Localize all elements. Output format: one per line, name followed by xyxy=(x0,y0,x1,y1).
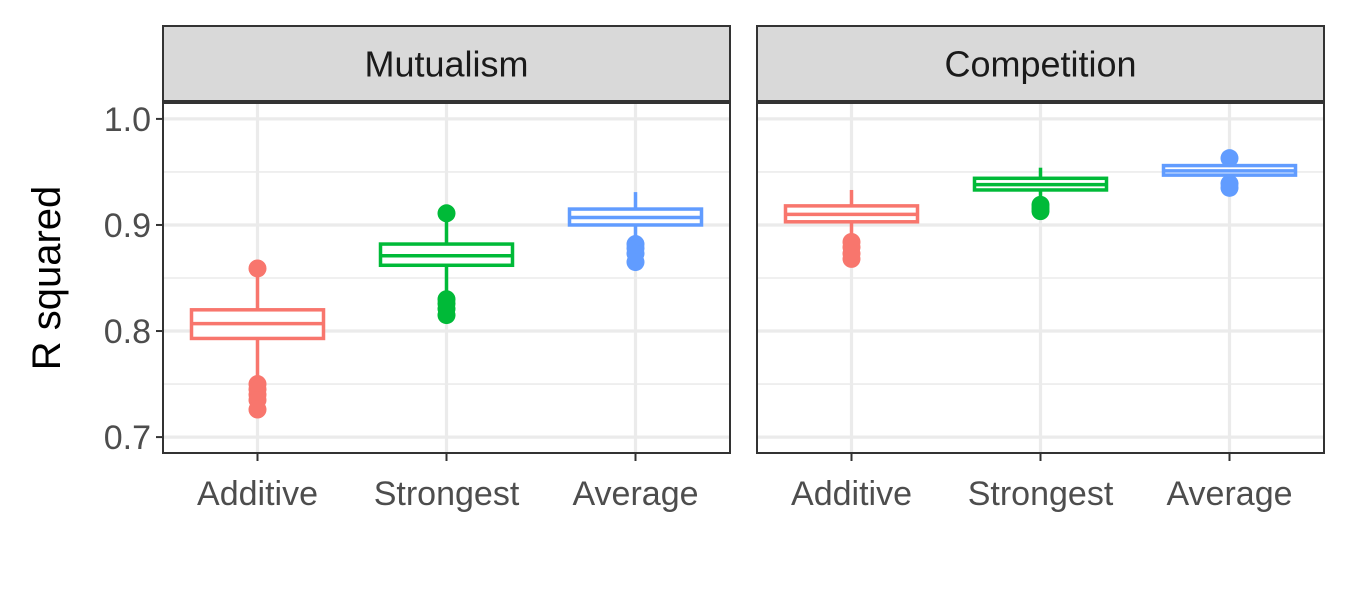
outlier-point xyxy=(1220,178,1239,197)
box-average xyxy=(1161,149,1298,197)
facet-strip-label: Competition xyxy=(944,44,1136,85)
y-axis-title: R squared xyxy=(25,186,69,371)
y-tick-label: 0.7 xyxy=(104,419,151,457)
box-average xyxy=(567,192,704,272)
facet-panels: 0.7 0.8 0.9 1.0 Mutualism Additive Strongest Av… xyxy=(104,25,1325,513)
outlier-point xyxy=(437,204,456,223)
x-tick-label: Additive xyxy=(197,475,318,513)
box-strongest xyxy=(972,167,1109,221)
outlier-point xyxy=(248,400,267,419)
x-tick-label: Average xyxy=(1166,475,1292,513)
box-additive xyxy=(783,189,920,268)
outlier-point xyxy=(1220,149,1239,168)
outlier-point xyxy=(626,253,645,272)
y-tick-label: 0.8 xyxy=(104,313,151,351)
x-tick-label: Additive xyxy=(791,475,912,513)
outlier-point xyxy=(1031,202,1050,221)
x-tick-label: Strongest xyxy=(968,475,1114,513)
x-tick-label: Average xyxy=(572,475,698,513)
box-strongest xyxy=(378,204,515,325)
outlier-point xyxy=(437,306,456,325)
facet-strip xyxy=(756,25,1325,102)
facet-strip-label: Mutualism xyxy=(364,44,528,85)
outlier-point xyxy=(248,259,267,278)
y-tick-label: 1.0 xyxy=(104,101,151,139)
facet-competition: Competition Additive Strongest Average xyxy=(756,25,1325,513)
x-tick-label: Strongest xyxy=(374,475,520,513)
outlier-point xyxy=(842,249,861,268)
y-tick-label: 0.9 xyxy=(104,207,151,245)
facet-mutualism: Mutualism Additive Strongest Average xyxy=(162,25,731,513)
box-additive xyxy=(189,259,326,419)
facet-strip xyxy=(162,25,731,102)
